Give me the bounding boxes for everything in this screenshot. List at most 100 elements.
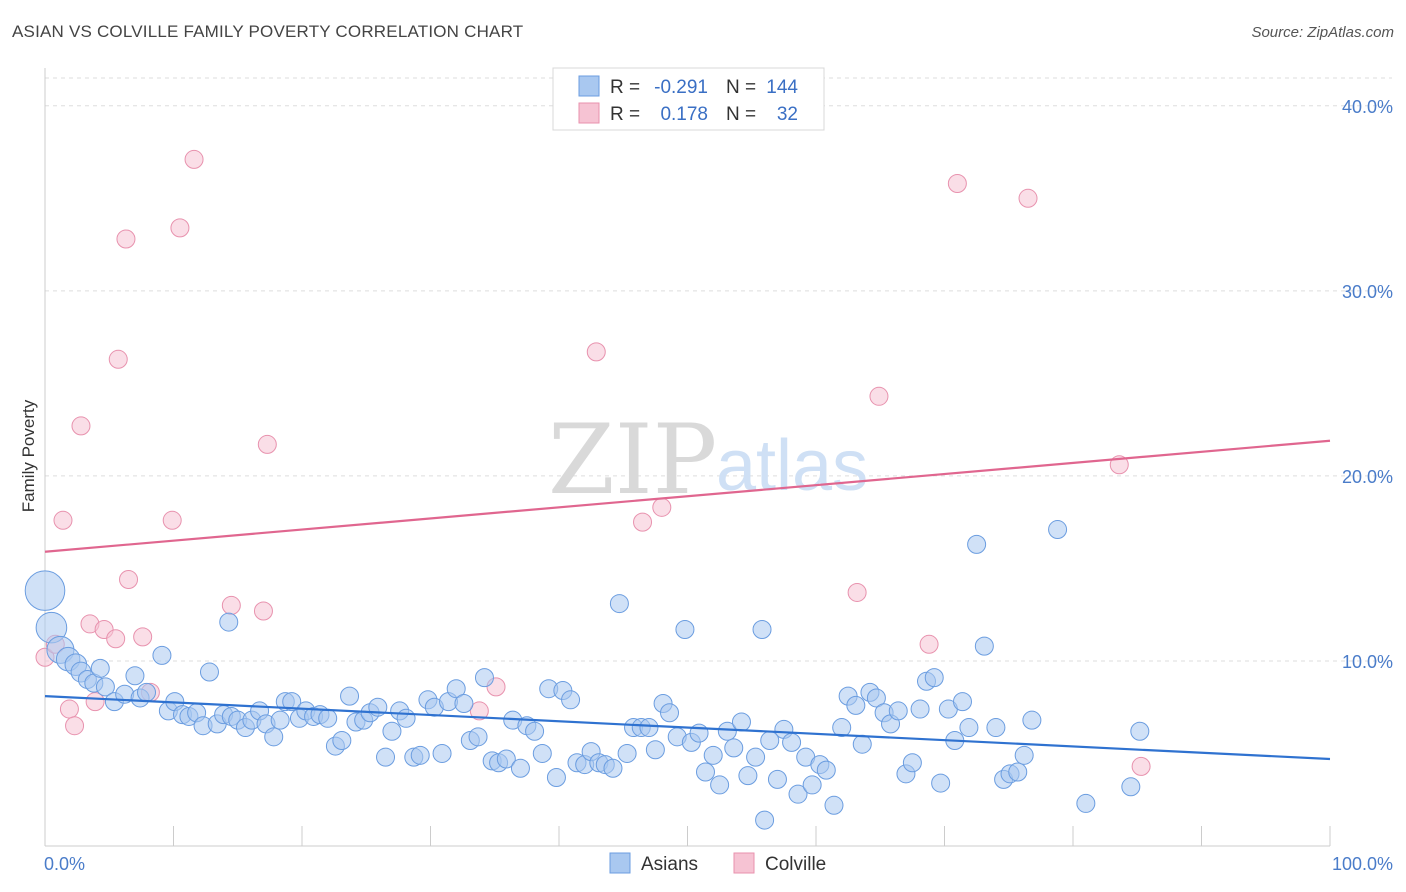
source-label: Source: ZipAtlas.com bbox=[1251, 24, 1394, 41]
colville-point-12 bbox=[119, 570, 139, 590]
legend-swatch-asians bbox=[578, 75, 600, 97]
colville-point-24 bbox=[633, 512, 653, 532]
asian-point-139 bbox=[1048, 520, 1068, 540]
legend-n-value-colville: 32 bbox=[777, 104, 798, 125]
asian-point-99 bbox=[738, 766, 758, 786]
asian-point-117 bbox=[866, 688, 886, 708]
asian-point-43 bbox=[340, 686, 360, 706]
colville-point-25 bbox=[652, 497, 672, 517]
gridlines bbox=[45, 77, 1392, 662]
asian-point-72 bbox=[546, 768, 566, 788]
asian-point-126 bbox=[931, 773, 951, 793]
asian-point-88 bbox=[660, 703, 680, 723]
colville-point-20 bbox=[257, 434, 277, 454]
asian-point-69 bbox=[525, 721, 545, 741]
asian-point-131 bbox=[967, 534, 987, 554]
asian-points bbox=[24, 520, 1150, 830]
asian-point-8 bbox=[90, 658, 110, 678]
asian-point-93 bbox=[695, 762, 715, 782]
watermark-zip: ZIP bbox=[548, 404, 717, 516]
asian-point-15 bbox=[152, 645, 172, 665]
asian-point-108 bbox=[802, 775, 822, 795]
asian-point-106 bbox=[788, 784, 808, 804]
asian-point-110 bbox=[816, 760, 836, 780]
y-tick-label-1: 20.0% bbox=[1342, 467, 1393, 487]
colville-point-26 bbox=[847, 582, 867, 602]
bottom-legend-swatch-colville bbox=[733, 852, 755, 874]
asian-point-14 bbox=[137, 682, 157, 702]
y-tick-label-3: 40.0% bbox=[1342, 97, 1393, 117]
colville-point-23 bbox=[586, 342, 606, 362]
asian-point-133 bbox=[986, 718, 1006, 738]
bottom-legend-label-colville: Colville bbox=[765, 854, 826, 875]
legend-r-label-colville: R = bbox=[610, 104, 640, 125]
asian-point-0 bbox=[24, 570, 66, 611]
colville-point-9 bbox=[106, 629, 126, 649]
asian-point-85 bbox=[639, 718, 659, 738]
asian-point-98 bbox=[731, 712, 751, 732]
colville-trendline bbox=[44, 439, 1331, 553]
y-tick-label-2: 30.0% bbox=[1342, 282, 1393, 302]
asian-point-114 bbox=[846, 695, 866, 715]
asian-point-96 bbox=[717, 721, 737, 741]
asian-point-101 bbox=[752, 619, 772, 639]
asian-point-51 bbox=[396, 708, 416, 728]
asian-point-111 bbox=[824, 795, 844, 815]
asian-point-56 bbox=[432, 743, 452, 763]
asian-point-81 bbox=[609, 594, 629, 614]
asian-point-132 bbox=[974, 636, 994, 656]
asian-point-30 bbox=[219, 612, 239, 632]
asian-point-80 bbox=[603, 758, 623, 778]
tick-labels: 10.0% 20.0% 30.0% 40.0% 0.0% 100.0% bbox=[44, 97, 1393, 874]
asian-point-94 bbox=[703, 745, 723, 765]
asian-point-12 bbox=[125, 666, 145, 686]
asian-point-115 bbox=[852, 734, 872, 754]
asian-point-130 bbox=[959, 718, 979, 738]
colville-point-13 bbox=[133, 627, 153, 647]
asian-point-136 bbox=[1008, 762, 1028, 782]
legend-n-label-colville: N = bbox=[726, 104, 756, 125]
legend-n-label-asians: N = bbox=[726, 77, 756, 98]
asian-point-105 bbox=[782, 732, 802, 752]
asian-point-40 bbox=[318, 708, 338, 728]
chart-title: ASIAN VS COLVILLE FAMILY POVERTY CORRELA… bbox=[12, 22, 524, 41]
asian-point-53 bbox=[410, 745, 430, 765]
asian-point-48 bbox=[376, 747, 396, 767]
asian-point-142 bbox=[755, 810, 775, 830]
colville-point-32 bbox=[1131, 756, 1151, 776]
colville-point-21 bbox=[469, 701, 489, 721]
legend-n-value-asians: 144 bbox=[766, 77, 798, 98]
colville-point-7 bbox=[85, 692, 105, 712]
asian-point-112 bbox=[832, 718, 852, 738]
asian-point-97 bbox=[724, 738, 744, 758]
colville-point-27 bbox=[869, 386, 889, 406]
asian-point-90 bbox=[675, 619, 695, 639]
asian-point-32 bbox=[264, 727, 284, 747]
colville-point-10 bbox=[108, 349, 128, 369]
asian-point-74 bbox=[561, 690, 581, 710]
x-tick-label-1: 100.0% bbox=[1332, 854, 1393, 874]
asian-point-103 bbox=[767, 769, 787, 789]
y-axis-title: Family Poverty bbox=[19, 399, 38, 512]
asian-point-35 bbox=[282, 692, 302, 712]
colville-point-4 bbox=[65, 716, 85, 736]
asian-point-42 bbox=[332, 731, 352, 751]
asian-point-137 bbox=[1014, 745, 1034, 765]
colville-point-15 bbox=[162, 510, 182, 530]
colville-point-11 bbox=[116, 229, 136, 249]
asian-point-82 bbox=[617, 743, 637, 763]
asian-point-100 bbox=[746, 747, 766, 767]
asian-point-141 bbox=[1121, 777, 1141, 797]
asian-point-86 bbox=[645, 740, 665, 760]
colville-point-17 bbox=[184, 149, 204, 169]
bottom-legend-swatch-asians bbox=[609, 852, 631, 874]
colville-point-16 bbox=[170, 218, 190, 238]
asian-point-22 bbox=[199, 662, 219, 682]
colville-point-19 bbox=[253, 601, 273, 621]
legend-r-value-asians: -0.291 bbox=[654, 77, 708, 98]
axes bbox=[44, 68, 1331, 847]
trendlines bbox=[44, 439, 1331, 761]
asian-point-9 bbox=[95, 677, 115, 697]
asian-point-129 bbox=[952, 692, 972, 712]
colville-point-29 bbox=[947, 173, 967, 193]
